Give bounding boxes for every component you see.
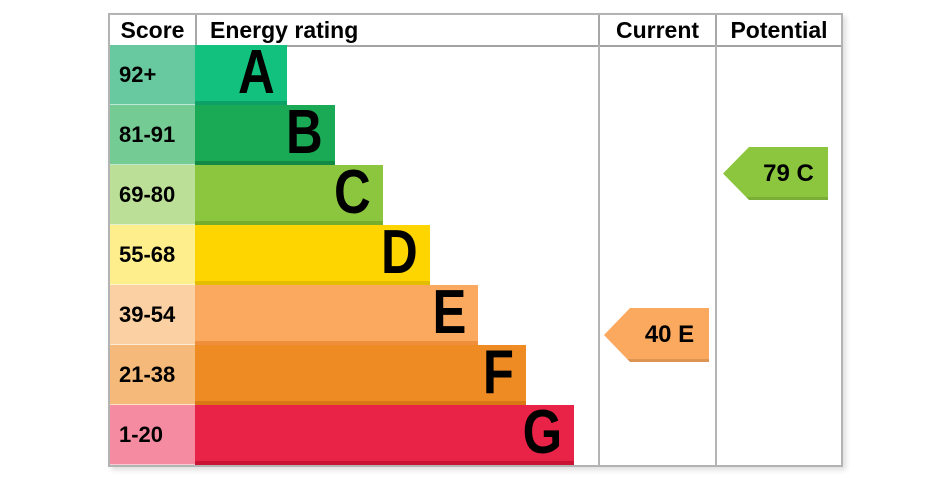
header-score: Score bbox=[120, 16, 185, 43]
rating-letter: A bbox=[238, 38, 275, 107]
rating-letter: C bbox=[334, 158, 371, 227]
score-range: 1-20 bbox=[110, 405, 195, 465]
score-range: 55-68 bbox=[110, 225, 195, 285]
epc-table: Score Energy rating Current Potential 92… bbox=[108, 13, 843, 467]
rating-bar: G bbox=[195, 398, 574, 467]
band-row-a: 92+ A bbox=[110, 38, 841, 107]
score-range: 92+ bbox=[110, 45, 195, 105]
score-range: 69-80 bbox=[110, 165, 195, 225]
potential-rating-label: 79 C bbox=[763, 159, 814, 187]
score-range: 81-91 bbox=[110, 105, 195, 165]
band-rows: 92+ A 81-91 B 69-80 C 55-68 D 39-54 E 21… bbox=[110, 38, 841, 467]
header-current: Current bbox=[598, 15, 715, 45]
rating-letter: G bbox=[522, 398, 562, 467]
rating-bar: B bbox=[195, 98, 335, 167]
band-row-g: 1-20 G bbox=[110, 398, 841, 467]
table-header: Score Energy rating Current Potential bbox=[110, 15, 841, 47]
band-row-f: 21-38 F bbox=[110, 338, 841, 407]
rating-bar: C bbox=[195, 158, 383, 227]
rating-letter: B bbox=[286, 98, 323, 167]
potential-rating-arrow: 79 C bbox=[723, 147, 828, 200]
rating-letter: D bbox=[381, 218, 418, 287]
rating-bar: E bbox=[195, 278, 478, 347]
rating-bar: D bbox=[195, 218, 430, 287]
rating-bar: A bbox=[195, 38, 287, 107]
potential-column-divider bbox=[715, 45, 717, 465]
score-range: 21-38 bbox=[110, 345, 195, 405]
current-column-divider bbox=[598, 45, 600, 465]
band-row-c: 69-80 C bbox=[110, 158, 841, 227]
rating-bar: F bbox=[195, 338, 526, 407]
band-row-d: 55-68 D bbox=[110, 218, 841, 287]
band-row-b: 81-91 B bbox=[110, 98, 841, 167]
header-potential: Potential bbox=[715, 15, 841, 45]
header-energy-rating: Energy rating bbox=[195, 15, 598, 45]
rating-letter: E bbox=[432, 278, 466, 347]
current-rating-arrow: 40 E bbox=[604, 308, 709, 362]
rating-letter: F bbox=[482, 338, 514, 407]
band-row-e: 39-54 E bbox=[110, 278, 841, 347]
current-rating-label: 40 E bbox=[644, 321, 695, 348]
score-range: 39-54 bbox=[110, 285, 195, 345]
